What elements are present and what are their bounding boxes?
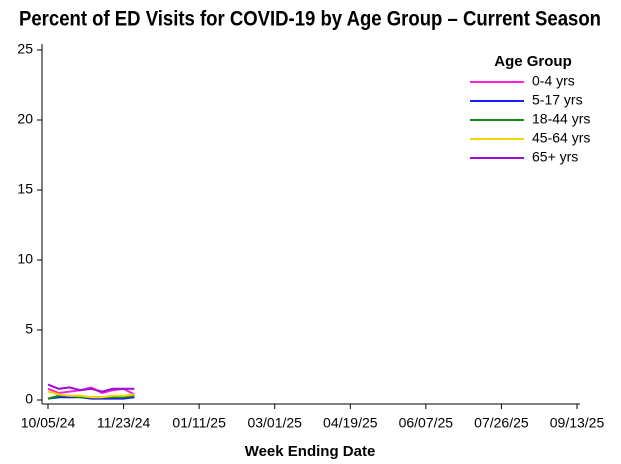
x-tick-label: 09/13/25 <box>550 415 605 431</box>
legend-label: 18-44 yrs <box>532 111 590 127</box>
x-tick-label: 11/23/24 <box>97 415 151 431</box>
legend-label: 0-4 yrs <box>532 73 575 89</box>
series-line <box>47 396 135 400</box>
y-tick-label: 10 <box>17 251 33 267</box>
y-tick-label: 0 <box>25 391 33 407</box>
y-tick-label: 5 <box>25 321 33 337</box>
series-line <box>47 390 135 399</box>
x-tick-label: 03/01/25 <box>247 415 302 431</box>
x-tick-label: 06/07/25 <box>399 415 454 431</box>
x-tick-label: 01/11/25 <box>172 415 226 431</box>
x-tick-label: 04/19/25 <box>323 415 378 431</box>
x-tick-label: 10/05/24 <box>21 415 76 431</box>
series-line <box>47 383 135 393</box>
legend-label: 5-17 yrs <box>532 92 583 108</box>
y-tick-label: 20 <box>17 111 33 127</box>
x-tick-label: 07/26/25 <box>474 415 529 431</box>
legend-title: Age Group <box>494 53 572 70</box>
y-tick-label: 15 <box>17 181 33 197</box>
legend-label: 45-64 yrs <box>532 130 590 146</box>
x-axis-label: Week Ending Date <box>245 443 376 460</box>
chart-title: Percent of ED Visits for COVID-19 by Age… <box>19 8 601 31</box>
y-tick-label: 25 <box>17 41 33 57</box>
legend-label: 65+ yrs <box>532 149 578 165</box>
